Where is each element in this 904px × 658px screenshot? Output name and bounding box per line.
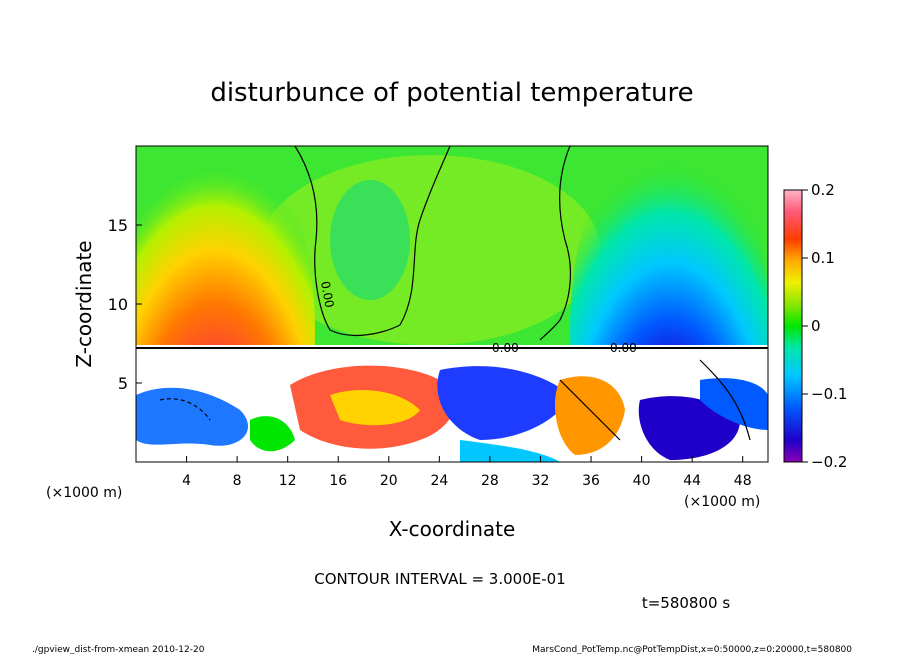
colorbar-tick-label: 0 [811,317,821,335]
field-lower-blobs [136,365,768,462]
colorbar-ticks: 0.2 0.1 0 −0.1 −0.2 [802,181,847,471]
colorbar-tick-label: 0.2 [811,181,835,199]
x-tick-label: 8 [233,473,242,489]
x-unit-label-left: (×1000 m) [46,485,122,501]
chart-title: disturbunce of potential temperature [210,78,693,108]
contour-lines [136,146,768,441]
field-cyan-region [330,180,410,300]
x-tick-label: 24 [430,473,448,489]
contour-interval-text: CONTOUR INTERVAL = 3.000E-01 [314,570,565,588]
y-axis-label: Z-coordinate [72,240,96,367]
x-axis-label: X-coordinate [389,517,516,541]
y-tick-label: 5 [118,374,128,393]
plot-area [136,146,768,462]
x-tick-label: 28 [481,473,499,489]
colorbar [783,189,803,463]
contour-label: 0.00 [610,341,637,355]
x-tick-label: 4 [182,473,191,489]
colorbar-tick-label: −0.2 [811,453,847,471]
y-axis: 5 10 15 [108,216,142,393]
time-text: t=580800 s [642,594,730,612]
y-tick-label: 15 [108,216,128,235]
x-axis: 4 8 12 16 20 24 28 32 36 40 44 48 [182,456,752,489]
x-tick-label: 40 [633,473,651,489]
x-unit-label-right: (×1000 m) [684,494,760,510]
x-tick-label: 44 [683,473,701,489]
colorbar-tick-label: 0.1 [811,249,835,267]
x-tick-label: 16 [329,473,347,489]
footer-left: ./gpview_dist-from-xmean 2010-12-20 [32,645,205,654]
y-tick-label: 10 [108,295,128,314]
x-tick-label: 36 [582,473,600,489]
x-tick-label: 20 [380,473,398,489]
contour-label: 0.00 [318,280,336,309]
footer-right: MarsCond_PotTemp.nc@PotTempDist,x=0:5000… [532,645,852,654]
x-tick-label: 12 [279,473,297,489]
x-tick-label: 48 [734,473,752,489]
x-tick-label: 32 [532,473,550,489]
contour-label: 0.00 [492,341,519,355]
colorbar-tick-label: −0.1 [811,385,847,403]
